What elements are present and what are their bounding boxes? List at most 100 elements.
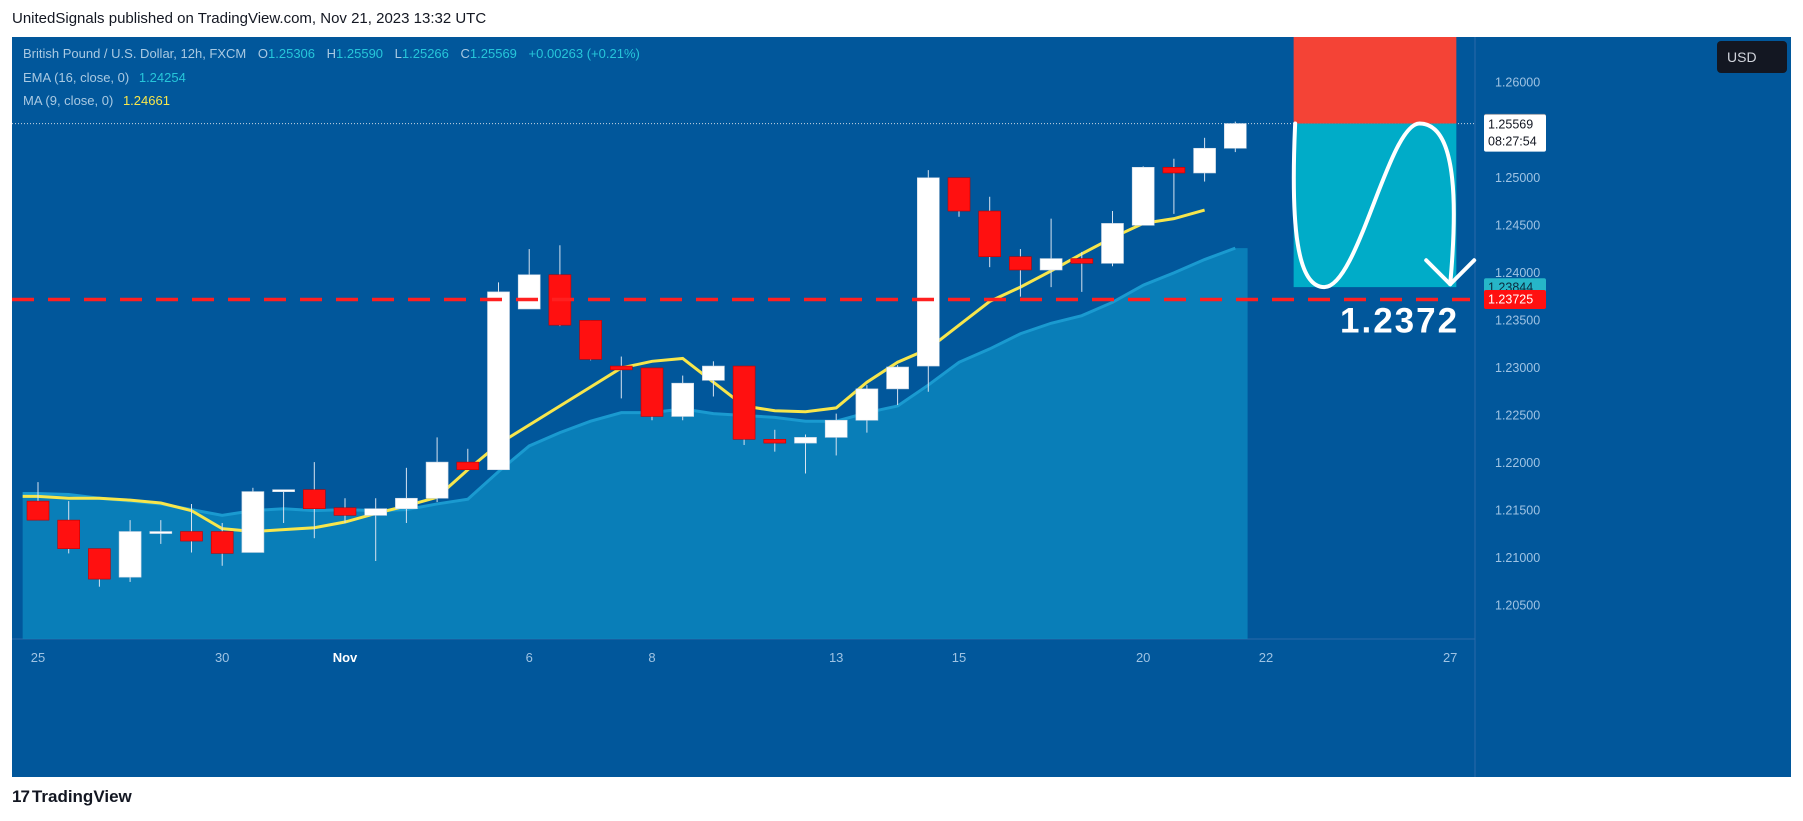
candle-body bbox=[579, 320, 602, 360]
low-value: 1.25266 bbox=[401, 46, 449, 61]
time-tick-label: 15 bbox=[952, 650, 966, 665]
stop-loss-zone bbox=[1293, 37, 1457, 124]
support-level: 1.2372 bbox=[12, 123, 1475, 340]
candle-body bbox=[1193, 147, 1216, 174]
candle-body bbox=[1009, 256, 1032, 271]
time-tick-label: 22 bbox=[1259, 650, 1273, 665]
projection-curve bbox=[1291, 121, 1456, 290]
candle-body bbox=[824, 419, 848, 438]
symbol-title: British Pound / U.S. Dollar, 12h, FXCM bbox=[23, 46, 247, 61]
tradingview-logo[interactable]: 17 TradingView bbox=[12, 787, 132, 807]
time-tick-label: 6 bbox=[526, 650, 533, 665]
candle-body bbox=[302, 489, 326, 510]
price-tick-label: 1.22000 bbox=[1495, 456, 1540, 470]
candle-body bbox=[1224, 123, 1247, 149]
projection-arrow-head bbox=[1424, 258, 1477, 287]
publish-header: UnitedSignals published on TradingView.c… bbox=[12, 10, 487, 27]
price-tick-label: 1.23500 bbox=[1495, 313, 1540, 327]
level-axis-label-bg bbox=[1484, 289, 1546, 309]
close-value: 1.25569 bbox=[469, 46, 517, 61]
ema-area bbox=[22, 248, 1248, 639]
time-tick-label: 20 bbox=[1136, 650, 1150, 665]
time-tick-label: 13 bbox=[829, 650, 843, 665]
candle-body bbox=[57, 519, 81, 549]
price-tick-label: 1.24500 bbox=[1495, 218, 1540, 232]
ema-line bbox=[22, 246, 1236, 517]
high-value: 1.25590 bbox=[336, 46, 384, 61]
price-tick-label: 1.21000 bbox=[1495, 551, 1540, 565]
candle-body bbox=[149, 531, 173, 534]
candle-body bbox=[487, 291, 510, 471]
change-value: +0.00263 (+0.21%) bbox=[528, 46, 640, 61]
candle-body bbox=[88, 548, 111, 580]
candle-body bbox=[702, 365, 725, 381]
candle-body bbox=[1131, 166, 1155, 226]
time-tick-label: 30 bbox=[215, 650, 229, 665]
candle-body bbox=[272, 489, 295, 492]
candle-body bbox=[609, 365, 633, 371]
candle-body bbox=[978, 210, 1002, 257]
level-axis-label: 1.23725 bbox=[1488, 292, 1533, 306]
high-label: H bbox=[326, 46, 337, 61]
price-tick-label: 1.21500 bbox=[1495, 504, 1540, 518]
price-axis-background bbox=[1475, 37, 1791, 777]
low-label: L bbox=[394, 46, 402, 61]
candle-body bbox=[456, 461, 480, 471]
candle-body bbox=[640, 367, 664, 417]
candle-body bbox=[1101, 223, 1124, 264]
time-tick-label: 8 bbox=[648, 650, 655, 665]
candle-body bbox=[210, 531, 234, 554]
level-label: 1.2372 bbox=[1340, 301, 1459, 340]
last-price-label-bg bbox=[1484, 114, 1546, 152]
countdown-label: 08:27:54 bbox=[1488, 135, 1537, 149]
chart-canvas[interactable]: 1.2372 1.260001.255001.250001.245001.240… bbox=[12, 37, 1791, 777]
candle-body bbox=[947, 177, 971, 212]
candle-body bbox=[916, 177, 940, 367]
ma-legend[interactable]: MA (9, close, 0) 1.24661 bbox=[23, 93, 170, 108]
price-tick-label: 1.26000 bbox=[1495, 76, 1540, 90]
price-axis: 1.260001.255001.250001.245001.240001.235… bbox=[1484, 76, 1546, 613]
candle-body bbox=[517, 274, 541, 310]
time-axis: 25 30 Nov 6 8 13 15 20 22 27 bbox=[31, 650, 1458, 665]
candle-body bbox=[671, 382, 695, 417]
symbol-legend[interactable]: British Pound / U.S. Dollar, 12h, FXCM O… bbox=[23, 46, 640, 61]
time-tick-label: 27 bbox=[1443, 650, 1457, 665]
price-area bbox=[12, 37, 1791, 777]
close-label: C bbox=[460, 46, 470, 61]
ema-legend[interactable]: EMA (16, close, 0) 1.24254 bbox=[23, 70, 186, 85]
price-tick-label: 1.23000 bbox=[1495, 361, 1540, 375]
short-position-tool[interactable] bbox=[1291, 37, 1477, 290]
candle-body bbox=[26, 500, 50, 521]
candle-body bbox=[180, 531, 203, 542]
ma-line bbox=[22, 208, 1206, 534]
price-tick-label: 1.20500 bbox=[1495, 599, 1540, 613]
last-price-label: 1.25569 bbox=[1488, 118, 1533, 132]
ema-series bbox=[22, 246, 1248, 639]
candle-body bbox=[118, 531, 142, 578]
candle-body bbox=[333, 507, 357, 516]
candle-body bbox=[425, 461, 449, 499]
candle-body bbox=[794, 437, 817, 444]
candle-body bbox=[241, 491, 265, 553]
candle-body bbox=[763, 438, 787, 444]
candle-body bbox=[732, 365, 756, 440]
candle-body bbox=[886, 366, 909, 390]
price-tick-label: 1.24000 bbox=[1495, 266, 1540, 280]
candle-body bbox=[1070, 258, 1094, 264]
ma-label: MA (9, close, 0) bbox=[23, 93, 114, 108]
tradingview-logo-icon: 17 bbox=[12, 787, 30, 806]
tradingview-logo-text: TradingView bbox=[31, 787, 132, 806]
ma-value: 1.24661 bbox=[122, 93, 170, 108]
ema-value: 1.24254 bbox=[138, 70, 186, 85]
candle-body bbox=[1162, 166, 1186, 174]
candle-body bbox=[1039, 258, 1063, 271]
ma-series bbox=[22, 208, 1206, 534]
candle-body bbox=[395, 497, 418, 510]
currency-button[interactable]: USD bbox=[1717, 41, 1787, 73]
chart-pane[interactable]: 1.2372 1.260001.255001.250001.245001.240… bbox=[12, 37, 1791, 777]
price-tick-label: 1.22500 bbox=[1495, 409, 1540, 423]
time-tick-label: Nov bbox=[333, 650, 358, 665]
open-value: 1.25306 bbox=[268, 46, 316, 61]
open-label: O bbox=[257, 46, 269, 61]
candle-body bbox=[364, 508, 388, 516]
